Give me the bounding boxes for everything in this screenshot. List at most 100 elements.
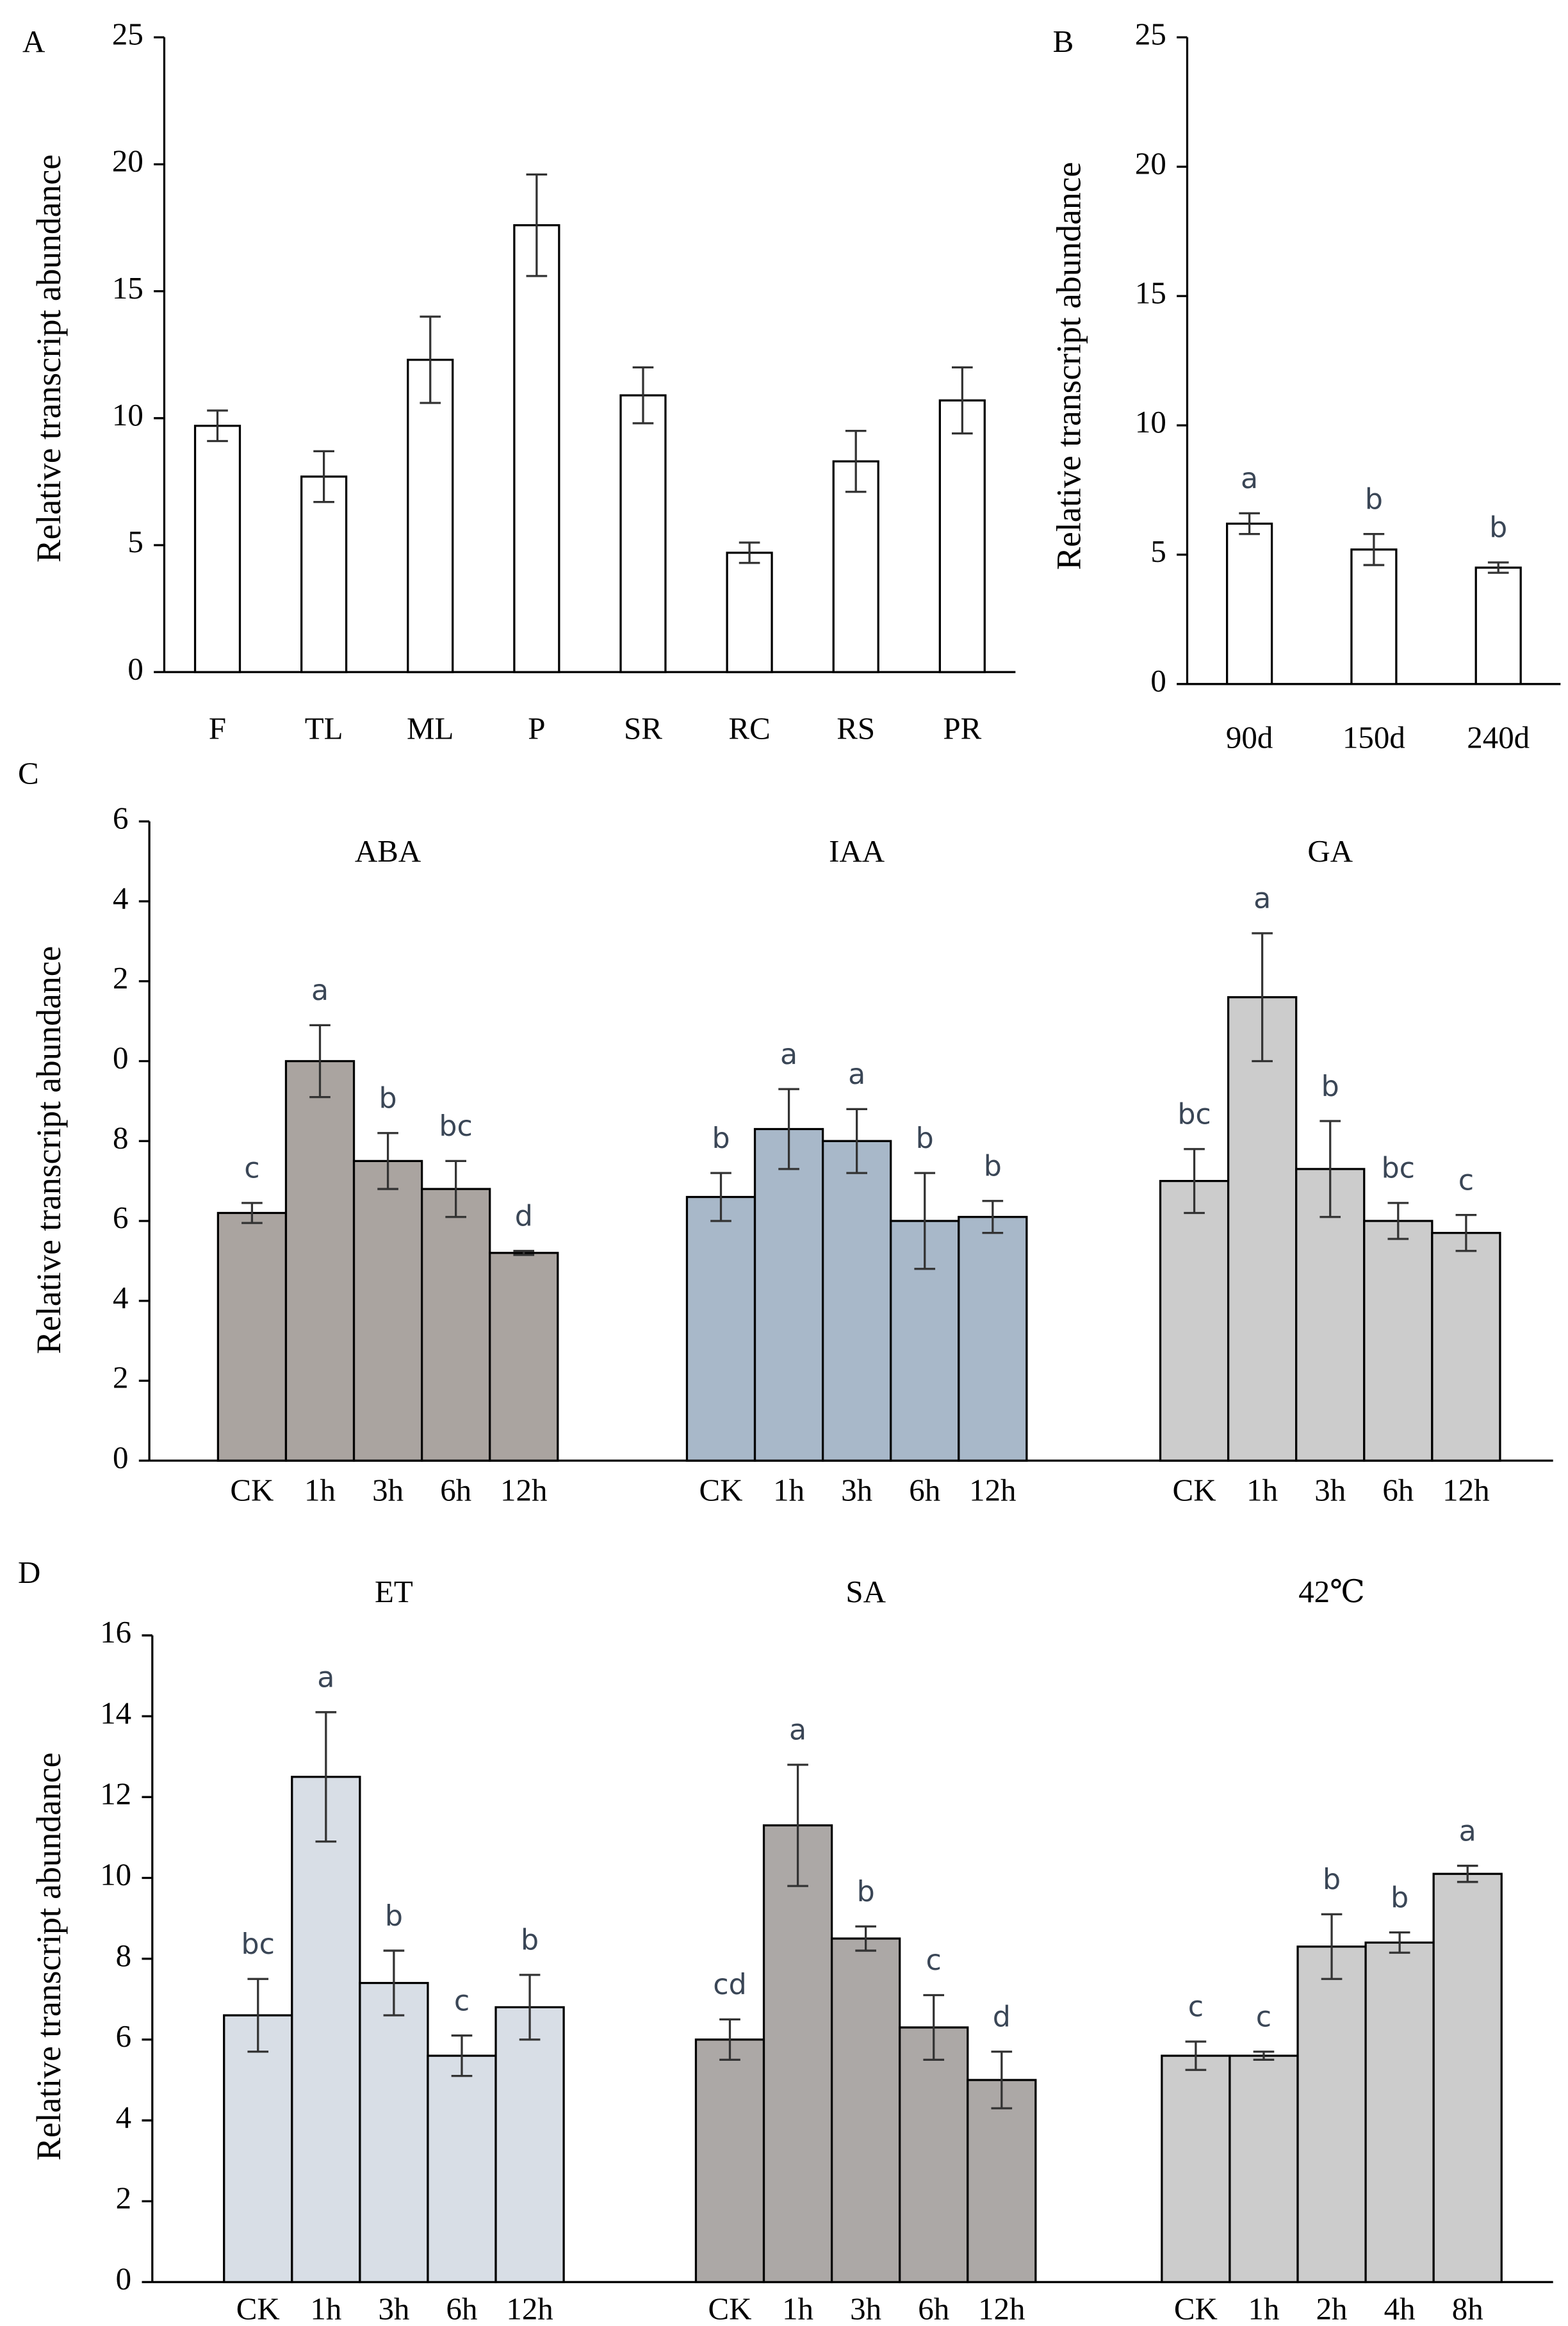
significance-letter: a	[1241, 463, 1258, 495]
significance-letter: bc	[1177, 1098, 1211, 1131]
x-tick-label: 3h	[378, 2291, 409, 2326]
x-tick-label: 6h	[446, 2291, 478, 2326]
x-tick-label: CK	[708, 2291, 751, 2326]
x-tick-label: CK	[1174, 2291, 1218, 2326]
group-title: ET	[375, 1574, 413, 1609]
x-tick-label: 12h	[500, 1473, 547, 1508]
x-tick-label: 8h	[1452, 2291, 1483, 2326]
significance-letter: b	[385, 1900, 403, 1933]
y-axis-label: Relative transcript abundance	[29, 154, 68, 562]
y-tick-label: 10	[100, 1857, 131, 1892]
x-tick-label: 90d	[1226, 720, 1273, 755]
group-title: ABA	[355, 833, 421, 869]
panel-label: A	[22, 24, 45, 59]
bar	[762, 1824, 833, 2284]
x-tick-label: 1h	[304, 1473, 336, 1508]
x-tick-label: 1h	[782, 2291, 813, 2326]
y-tick-label: 0	[113, 1040, 128, 1076]
significance-letter: b	[712, 1122, 730, 1155]
bar	[694, 2038, 765, 2284]
y-tick-label: 0	[116, 2261, 131, 2297]
y-tick-label: 25	[1135, 17, 1166, 52]
significance-letter: b	[1391, 1881, 1409, 1914]
significance-letter: b	[916, 1122, 934, 1155]
panel-label: D	[18, 1555, 40, 1590]
x-tick-label: 12h	[506, 2291, 553, 2326]
y-axis-label: Relative transcript abundance	[1049, 162, 1088, 570]
y-tick-label: 8	[116, 1938, 131, 1973]
significance-letter: b	[1323, 1863, 1341, 1896]
x-tick-label: 240d	[1467, 720, 1530, 755]
bar	[1227, 996, 1298, 1462]
bar	[489, 1252, 559, 1462]
y-tick-label: 16	[100, 1614, 131, 1650]
y-axis-label: Relative transcript abundance	[29, 1753, 68, 2161]
bar	[291, 1776, 361, 2284]
x-tick-label: F	[209, 711, 226, 746]
x-tick-label: 6h	[909, 1473, 940, 1508]
significance-letter: c	[244, 1152, 259, 1185]
y-tick-label: 6	[113, 801, 128, 836]
x-tick-label: CK	[1173, 1473, 1216, 1508]
y-tick-label: 0	[113, 1439, 128, 1475]
significance-letter: b	[1365, 483, 1383, 516]
significance-letter: c	[454, 1985, 470, 2017]
bar	[619, 394, 667, 673]
bar	[958, 1216, 1028, 1462]
x-tick-label: 12h	[978, 2291, 1025, 2326]
bar	[1296, 1945, 1367, 2284]
bar	[513, 224, 560, 673]
y-tick-label: 2	[113, 960, 128, 995]
y-tick-label: 10	[112, 397, 143, 432]
bar	[821, 1140, 892, 1462]
x-tick-label: CK	[236, 2291, 280, 2326]
y-tick-label: 6	[113, 1200, 128, 1235]
bar	[899, 2026, 969, 2284]
bar	[1364, 1941, 1435, 2284]
bar	[1432, 1872, 1503, 2284]
bar	[216, 1211, 288, 1462]
significance-letter: a	[1459, 1815, 1476, 1847]
y-tick-label: 10	[1135, 404, 1166, 439]
significance-letter: bc	[1382, 1152, 1415, 1185]
x-tick-label: CK	[699, 1473, 742, 1508]
bar	[420, 1188, 491, 1462]
significance-letter: a	[789, 1714, 806, 1747]
x-tick-label: 4h	[1384, 2291, 1416, 2326]
x-tick-label: 1h	[310, 2291, 341, 2326]
significance-letter: a	[780, 1038, 797, 1071]
bar	[352, 1159, 423, 1462]
x-tick-label: SR	[624, 711, 662, 746]
bar	[1474, 566, 1522, 685]
x-tick-label: P	[528, 711, 545, 746]
x-tick-label: 12h	[969, 1473, 1016, 1508]
bar	[726, 552, 773, 673]
significance-letter: b	[1321, 1070, 1339, 1103]
y-tick-label: 4	[116, 2099, 131, 2134]
significance-letter: a	[1254, 883, 1271, 915]
group-title: SA	[845, 1574, 886, 1609]
bar	[830, 1937, 901, 2284]
y-tick-label: 4	[113, 1280, 128, 1315]
bar	[193, 425, 241, 673]
x-tick-label: 6h	[918, 2291, 949, 2326]
x-tick-label: 6h	[440, 1473, 471, 1508]
x-tick-label: 3h	[841, 1473, 872, 1508]
y-tick-label: 20	[1135, 145, 1166, 181]
y-tick-label: 12	[100, 1776, 131, 1812]
bar	[967, 2079, 1037, 2284]
significance-letter: c	[926, 1944, 942, 1977]
bar	[223, 2014, 293, 2284]
bar	[300, 475, 348, 673]
significance-letter: d	[515, 1200, 533, 1233]
x-tick-label: RC	[728, 711, 770, 746]
significance-letter: bc	[439, 1110, 472, 1143]
y-axis-label: Relative transcript abundance	[29, 946, 68, 1354]
significance-letter: b	[857, 1876, 875, 1908]
y-tick-label: 8	[113, 1120, 128, 1155]
y-tick-label: 0	[1150, 663, 1166, 698]
y-tick-label: 20	[112, 143, 143, 179]
bar	[685, 1195, 756, 1462]
bar	[494, 2006, 565, 2284]
